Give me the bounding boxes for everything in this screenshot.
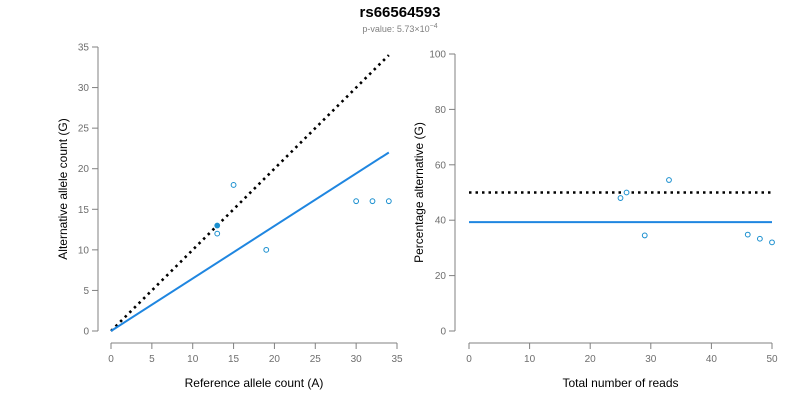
right-plot: 0 20 40 60 80 100 0 10 20 30 40 50 Total number of r… <box>412 50 778 391</box>
p-value-mantissa: 5.73 <box>396 24 415 34</box>
left-x-tick-label: 0 <box>108 354 114 365</box>
left-x-tick-label: 10 <box>187 354 199 365</box>
left-x-tick-label: 35 <box>391 354 403 365</box>
right-y-tick-label: 0 <box>440 327 446 338</box>
right-x-tick-label: 10 <box>524 354 536 365</box>
left-y-tick-label: 30 <box>78 83 90 94</box>
left-data-point <box>353 198 360 205</box>
left-y-tick-label: 5 <box>83 286 89 297</box>
left-data-point <box>263 246 270 253</box>
right-data-point <box>744 231 751 238</box>
left-data-point <box>385 198 392 205</box>
chart-title: rs66564593 <box>359 4 441 21</box>
left-x-axis-label: Reference allele count (A) <box>185 376 324 390</box>
left-fit-line <box>110 151 390 332</box>
right-x-axis-label: Total number of reads <box>562 376 678 390</box>
left-y-axis-label: Alternative allele count (G) <box>56 118 70 259</box>
right-y-tick-label: 100 <box>429 50 446 61</box>
left-x-tick-label: 20 <box>269 354 281 365</box>
left-expected-line <box>110 54 390 332</box>
left-y-tick-label: 25 <box>78 124 90 135</box>
left-data-point <box>369 198 376 205</box>
left-y-tick-label: 10 <box>78 245 90 256</box>
p-value-prefix: p-value: <box>362 24 397 34</box>
left-y-tick-label: 35 <box>78 43 90 54</box>
right-data-point <box>617 195 624 201</box>
left-data-point <box>230 182 237 188</box>
p-value-times: ×10 <box>414 24 430 34</box>
right-data-point <box>666 177 672 183</box>
right-x-tick-label: 20 <box>585 354 597 365</box>
right-y-tick-label: 40 <box>435 216 447 227</box>
right-data-point <box>623 189 630 196</box>
left-x-tick-label: 30 <box>351 354 363 365</box>
left-data-point <box>214 222 221 229</box>
right-y-axis-label: Percentage alternative (G) <box>412 122 426 263</box>
left-plot: 0 5 10 15 20 25 30 35 0 5 10 15 20 25 30 35 Reference al… <box>56 43 403 391</box>
right-y-tick-label: 80 <box>435 105 447 116</box>
left-y-tick-label: 15 <box>78 205 90 216</box>
left-x-tick-label: 25 <box>310 354 322 365</box>
right-x-tick-label: 30 <box>645 354 657 365</box>
left-data-point <box>214 230 221 237</box>
right-data-point <box>641 232 648 239</box>
left-y-tick-label: 20 <box>78 164 90 175</box>
right-y-tick-label: 60 <box>435 160 447 171</box>
left-y-tick-label: 0 <box>83 327 89 338</box>
right-data-point <box>769 239 775 246</box>
left-x-tick-label: 15 <box>228 354 240 365</box>
left-x-tick-label: 5 <box>149 354 155 365</box>
right-x-tick-label: 40 <box>706 354 718 365</box>
p-value-exponent: −4 <box>429 23 438 30</box>
p-value-subtitle: p-value: 5.73×10−4 <box>0 23 800 34</box>
right-y-tick-label: 20 <box>435 271 447 282</box>
right-data-point <box>756 235 763 242</box>
right-x-tick-label: 50 <box>766 354 778 365</box>
right-x-tick-label: 0 <box>466 354 472 365</box>
